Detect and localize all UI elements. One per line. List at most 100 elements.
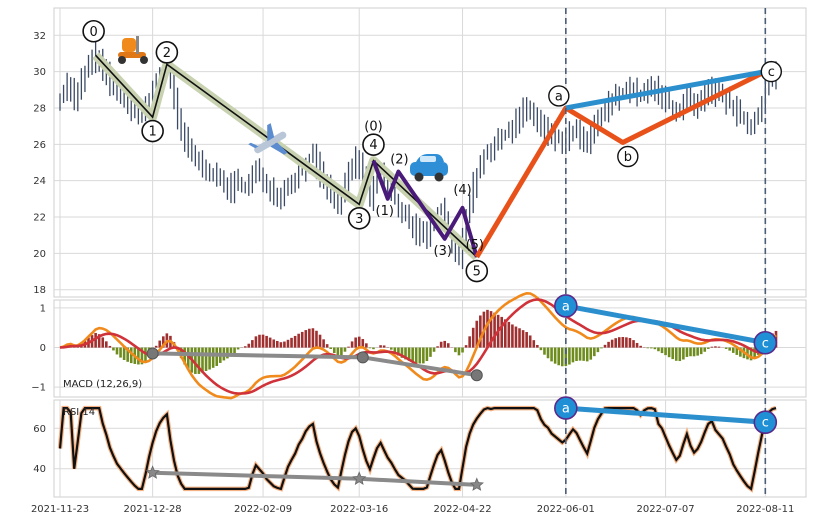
wave-label-circle bbox=[155, 41, 179, 64]
airplane-fuselage bbox=[254, 131, 287, 154]
subwave-label-text: (5) bbox=[466, 238, 484, 253]
rsi-divergence-star bbox=[145, 465, 160, 479]
macd-histogram-bar bbox=[397, 347, 400, 356]
macd-histogram-bar bbox=[258, 334, 261, 348]
macd-histogram-bar bbox=[682, 347, 685, 360]
macd-histogram-bar bbox=[568, 347, 571, 365]
macd-histogram-bar bbox=[646, 347, 650, 349]
macd-histogram-bar bbox=[486, 309, 489, 348]
macd-histogram-bar bbox=[525, 332, 528, 348]
macd-histogram-bar bbox=[728, 347, 731, 351]
macd-histogram-bar bbox=[105, 341, 108, 348]
price-panel-frame bbox=[53, 7, 807, 298]
macd-histogram-bar bbox=[489, 311, 493, 348]
macd-histogram-bar bbox=[414, 347, 418, 364]
macd-histogram-bar bbox=[379, 345, 382, 348]
macd-histogram-bar bbox=[272, 339, 276, 348]
macd-histogram-bar bbox=[275, 340, 279, 348]
rsi-trendline-marker-text: a bbox=[562, 402, 570, 417]
subwave-label-text: (3) bbox=[434, 244, 452, 259]
macd-histogram-bar bbox=[603, 344, 607, 348]
macd-histogram-bar bbox=[162, 336, 165, 348]
price-y-tick-label: 24 bbox=[33, 176, 46, 187]
macd-histogram-bar bbox=[411, 347, 414, 363]
macd-histogram-bar bbox=[539, 347, 543, 351]
macd-histogram-bar bbox=[322, 339, 325, 348]
macd-histogram-bar bbox=[283, 341, 286, 348]
scooter-steer bbox=[136, 36, 139, 54]
wave-label-text: 1 bbox=[148, 125, 156, 140]
macd-histogram-bar bbox=[493, 312, 496, 348]
wave-correction-line bbox=[474, 69, 767, 259]
airplane-emoji-icon bbox=[248, 123, 288, 155]
wave-label-circle bbox=[141, 119, 164, 143]
correction-label-circle bbox=[760, 60, 783, 83]
macd-histogram-bar bbox=[674, 347, 678, 361]
rsi-divergence-star bbox=[352, 471, 367, 485]
macd-histogram-bar bbox=[340, 347, 343, 356]
macd-histogram-bar bbox=[425, 347, 429, 362]
macd-histogram-bar bbox=[749, 347, 753, 361]
macd-histogram-bar bbox=[329, 347, 333, 349]
macd-histogram-bar bbox=[543, 347, 546, 355]
rsi-panel-label: RSI 14 bbox=[63, 407, 95, 418]
macd-histogram-bar bbox=[571, 347, 575, 363]
macd-histogram-bar bbox=[578, 347, 582, 361]
macd-divergence-marker bbox=[356, 351, 369, 364]
macd-histogram-bar bbox=[439, 341, 443, 348]
wave-label-circle bbox=[362, 133, 385, 156]
rsi-y-tick-label: 60 bbox=[33, 424, 46, 435]
macd-histogram-bar bbox=[293, 335, 297, 348]
macd-histogram-bar bbox=[628, 338, 632, 348]
macd-histogram-bar bbox=[308, 328, 311, 348]
wave-label-text: 2 bbox=[163, 46, 171, 61]
macd-histogram-bar bbox=[215, 347, 219, 366]
macd-histogram-bar bbox=[724, 347, 728, 349]
macd-histogram-bar bbox=[500, 316, 504, 348]
macd-histogram-bar bbox=[204, 347, 208, 371]
macd-histogram-bar bbox=[582, 347, 585, 361]
macd-histogram-bar bbox=[261, 334, 265, 348]
scooter-emoji-icon bbox=[118, 36, 148, 64]
x-tick-label: 2022-07-07 bbox=[637, 504, 695, 515]
macd-histogram-bar bbox=[251, 340, 254, 348]
price-trendline bbox=[565, 69, 766, 111]
macd-histogram-bar bbox=[436, 346, 439, 348]
macd-histogram-bar bbox=[229, 347, 233, 357]
macd-histogram-bar bbox=[550, 347, 553, 362]
macd-histogram-bar bbox=[108, 345, 112, 348]
macd-histogram-bar bbox=[112, 347, 115, 351]
macd-y-tick-label: 0 bbox=[40, 343, 46, 354]
macd-histogram-bar bbox=[714, 346, 717, 348]
macd-histogram-bar bbox=[546, 347, 550, 359]
macd-histogram-bar bbox=[347, 346, 350, 348]
correction-label-text: a bbox=[555, 89, 563, 104]
macd-histogram-bar bbox=[382, 345, 386, 348]
macd-histogram-bar bbox=[290, 337, 293, 348]
macd-histogram-bar bbox=[243, 346, 247, 348]
macd-histogram-bar bbox=[560, 347, 564, 367]
macd-histogram-bar bbox=[696, 347, 699, 356]
macd-histogram-bar bbox=[600, 347, 603, 349]
macd-histogram-bar bbox=[739, 347, 742, 357]
macd-divergence-marker bbox=[146, 347, 159, 360]
macd-divergence-marker bbox=[470, 369, 483, 382]
macd-histogram-bar bbox=[461, 347, 464, 353]
macd-histogram-bar bbox=[404, 347, 407, 360]
macd-histogram-bar bbox=[233, 347, 236, 354]
macd-histogram-bar bbox=[361, 339, 365, 348]
macd-histogram-bar bbox=[115, 347, 119, 355]
subwave-label-text: (0) bbox=[364, 120, 382, 135]
macd-histogram-bar bbox=[236, 347, 240, 350]
scooter-body bbox=[122, 38, 136, 52]
x-tick-label: 2022-06-01 bbox=[537, 504, 595, 515]
subwave-label-text: (2) bbox=[390, 153, 408, 168]
subwave-label-text: (4) bbox=[453, 183, 471, 198]
macd-histogram-bar bbox=[304, 330, 308, 348]
airplane-tail bbox=[248, 142, 259, 149]
macd-histogram-bar bbox=[671, 347, 674, 360]
correction-label-text: b bbox=[624, 150, 632, 165]
macd-histogram-bar bbox=[685, 347, 689, 357]
macd-histogram-bar bbox=[332, 347, 336, 353]
